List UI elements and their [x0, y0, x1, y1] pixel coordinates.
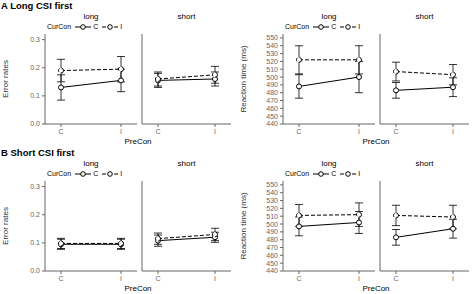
html-text:I: I [120, 170, 123, 177]
svg-text:500: 500 [266, 221, 278, 228]
html-text:CurCon: CurCon [47, 23, 72, 30]
svg-text:I: I [452, 128, 454, 135]
html-text:long: long [83, 12, 99, 21]
svg-text:490: 490 [266, 228, 278, 235]
html-text:CurCon: CurCon [47, 170, 72, 177]
svg-text:490: 490 [266, 81, 278, 88]
svg-text:530: 530 [266, 50, 278, 57]
svg-text:C: C [58, 275, 63, 282]
svg-text:0.0: 0.0 [30, 267, 40, 274]
svg-text:480: 480 [266, 236, 278, 243]
svg-text:Error rates: Error rates [8, 207, 10, 245]
svg-text:540: 540 [266, 42, 278, 49]
html-text:C: C [331, 23, 337, 30]
svg-text:C: C [296, 128, 301, 135]
svg-text:I: I [358, 275, 360, 282]
svg-text:500: 500 [266, 74, 278, 81]
svg-text:450: 450 [266, 260, 278, 267]
svg-text:0.3: 0.3 [30, 36, 40, 43]
html-text:short: short [177, 12, 196, 21]
svg-text:0.2: 0.2 [30, 64, 40, 71]
html-text:PreCon: PreCon [124, 137, 152, 146]
svg-text:Reaction time (ms): Reaction time (ms) [239, 45, 248, 112]
svg-text:510: 510 [266, 66, 278, 73]
svg-text:0.0: 0.0 [30, 120, 40, 127]
svg-text:C: C [393, 275, 398, 282]
svg-text:C: C [155, 275, 160, 282]
svg-text:460: 460 [266, 252, 278, 259]
svg-text:0.3: 0.3 [30, 183, 40, 190]
html-text:long: long [321, 12, 337, 21]
html-text:short: short [415, 159, 434, 168]
html-text:A Long CSI first: A Long CSI first [1, 0, 73, 11]
svg-text:Error rates: Error rates [8, 60, 10, 98]
html-text:PreCon: PreCon [124, 284, 152, 293]
svg-text:450: 450 [266, 113, 278, 120]
html-text:CurCon: CurCon [285, 170, 310, 177]
svg-text:550: 550 [266, 34, 278, 41]
html-text:I: I [120, 23, 123, 30]
svg-text:440: 440 [266, 267, 278, 274]
html-text:short: short [415, 12, 434, 21]
svg-text:530: 530 [266, 197, 278, 204]
svg-text:0.1: 0.1 [30, 92, 40, 99]
svg-text:510: 510 [266, 213, 278, 220]
svg-text:I: I [214, 275, 216, 282]
svg-text:520: 520 [266, 58, 278, 65]
html-text:C: C [93, 170, 99, 177]
svg-text:I: I [214, 128, 216, 135]
svg-text:C: C [155, 128, 160, 135]
html-text:long: long [83, 159, 99, 168]
svg-text:440: 440 [266, 120, 278, 127]
svg-text:I: I [120, 275, 122, 282]
svg-text:0.1: 0.1 [30, 239, 40, 246]
html-text:PreCon: PreCon [362, 284, 390, 293]
html-text:long: long [321, 159, 337, 168]
svg-text:C: C [296, 275, 301, 282]
svg-text:Reaction time (ms): Reaction time (ms) [239, 192, 248, 259]
html-text:CurCon: CurCon [285, 23, 310, 30]
svg-text:0.2: 0.2 [30, 211, 40, 218]
svg-text:520: 520 [266, 205, 278, 212]
html-text:short: short [177, 159, 196, 168]
svg-text:460: 460 [266, 105, 278, 112]
html-text:C: C [331, 170, 337, 177]
html-text:PreCon: PreCon [362, 137, 390, 146]
svg-text:C: C [393, 128, 398, 135]
html-text:I: I [358, 23, 361, 30]
svg-text:I: I [120, 128, 122, 135]
svg-text:540: 540 [266, 189, 278, 196]
html-text:C: C [93, 23, 99, 30]
svg-text:480: 480 [266, 89, 278, 96]
svg-text:I: I [452, 275, 454, 282]
html-text:B Short CSI first: B Short CSI first [1, 147, 75, 158]
svg-text:550: 550 [266, 181, 278, 188]
svg-text:470: 470 [266, 97, 278, 104]
svg-text:I: I [358, 128, 360, 135]
svg-text:470: 470 [266, 244, 278, 251]
html-text:I: I [358, 170, 361, 177]
svg-text:C: C [58, 128, 63, 135]
